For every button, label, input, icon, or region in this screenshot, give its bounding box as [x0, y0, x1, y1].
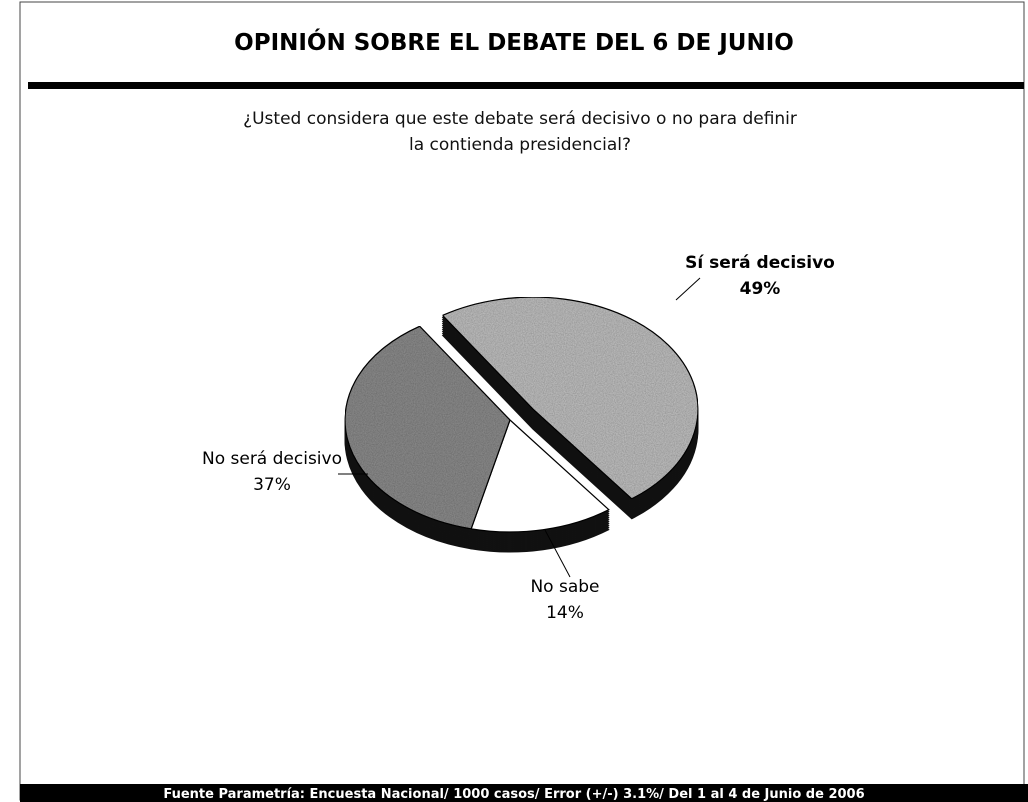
pie-slice	[470, 418, 610, 533]
slice-value-label: 49%	[740, 279, 781, 299]
title-rule	[28, 82, 1024, 89]
slice-label: Sí será decisivo	[685, 253, 835, 273]
pie-slice	[441, 296, 699, 500]
source: Fuente Parametría: Encuesta Nacional/ 10…	[163, 787, 864, 802]
slice-value-label: 37%	[253, 475, 291, 495]
footer-bar	[20, 784, 1028, 802]
pie-slice	[344, 325, 511, 530]
chart-subtitle: ¿Usted considera que este debate será de…	[243, 109, 797, 155]
slice-value-label: 14%	[546, 603, 584, 623]
chart-title: OPINIÓN SOBRE EL DEBATE DEL 6 DE JUNIO	[234, 28, 794, 56]
leader-line	[544, 529, 571, 578]
leader-line	[675, 277, 701, 301]
slice-label: No sabe	[530, 577, 599, 597]
slice-label: No será decisivo	[202, 449, 342, 469]
